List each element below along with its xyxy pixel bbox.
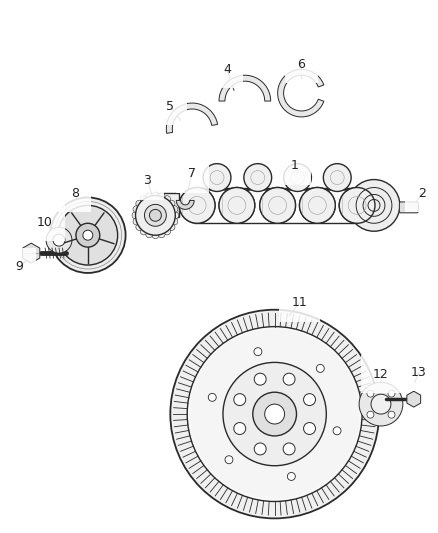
Circle shape (388, 411, 395, 418)
Circle shape (304, 394, 315, 406)
Circle shape (371, 394, 391, 414)
Circle shape (172, 212, 179, 219)
Circle shape (168, 200, 175, 207)
Circle shape (170, 310, 379, 519)
Circle shape (283, 164, 311, 191)
Polygon shape (23, 243, 40, 263)
Text: 8: 8 (71, 187, 79, 200)
Circle shape (287, 472, 295, 480)
Circle shape (260, 188, 296, 223)
Circle shape (53, 234, 65, 246)
Text: 13: 13 (411, 366, 427, 379)
Circle shape (234, 423, 246, 434)
Circle shape (135, 196, 175, 235)
Circle shape (304, 423, 315, 434)
Circle shape (260, 188, 296, 223)
Circle shape (203, 164, 231, 191)
Circle shape (140, 228, 147, 235)
Circle shape (158, 231, 165, 238)
Text: 3: 3 (144, 174, 152, 187)
Circle shape (254, 443, 266, 455)
Circle shape (225, 456, 233, 464)
Text: 11: 11 (292, 296, 307, 309)
Circle shape (234, 394, 246, 406)
Circle shape (50, 197, 126, 273)
Circle shape (76, 223, 100, 247)
Polygon shape (278, 69, 324, 117)
Text: 9: 9 (15, 261, 23, 273)
Circle shape (132, 212, 139, 219)
Circle shape (283, 443, 295, 455)
Circle shape (333, 427, 341, 435)
Circle shape (146, 193, 153, 200)
Circle shape (254, 348, 262, 356)
Circle shape (179, 188, 215, 223)
Circle shape (348, 180, 400, 231)
Circle shape (359, 382, 403, 426)
Text: 5: 5 (166, 100, 174, 112)
Text: 6: 6 (297, 58, 305, 71)
Circle shape (244, 164, 272, 191)
Circle shape (339, 188, 375, 223)
Polygon shape (407, 391, 420, 407)
Circle shape (323, 164, 351, 191)
Circle shape (187, 327, 362, 502)
Circle shape (46, 227, 72, 253)
Text: 12: 12 (373, 368, 389, 381)
Circle shape (208, 393, 216, 401)
Text: 4: 4 (223, 63, 231, 76)
Circle shape (158, 193, 165, 200)
Circle shape (190, 329, 359, 498)
Circle shape (171, 218, 178, 225)
Circle shape (133, 206, 140, 213)
Polygon shape (166, 103, 218, 133)
Circle shape (254, 373, 266, 385)
Circle shape (316, 365, 324, 373)
Circle shape (136, 223, 143, 230)
Circle shape (133, 218, 140, 225)
FancyBboxPatch shape (399, 202, 418, 213)
Text: 2: 2 (418, 187, 426, 200)
Circle shape (219, 188, 255, 223)
FancyBboxPatch shape (155, 193, 179, 217)
Circle shape (223, 362, 326, 466)
Circle shape (283, 373, 295, 385)
Polygon shape (219, 75, 271, 101)
Circle shape (152, 232, 159, 239)
Circle shape (83, 230, 93, 240)
Circle shape (164, 196, 170, 203)
Text: 1: 1 (290, 159, 298, 172)
Circle shape (164, 228, 170, 235)
Circle shape (149, 209, 161, 221)
Circle shape (219, 188, 255, 223)
Circle shape (152, 192, 159, 199)
Circle shape (300, 188, 335, 223)
Text: 7: 7 (188, 167, 196, 180)
Circle shape (168, 223, 175, 230)
Circle shape (253, 392, 297, 436)
Circle shape (146, 231, 153, 238)
Polygon shape (176, 200, 194, 209)
Circle shape (145, 204, 166, 226)
Circle shape (136, 200, 143, 207)
Circle shape (179, 188, 215, 223)
Circle shape (388, 390, 395, 397)
Circle shape (367, 411, 374, 418)
Circle shape (171, 206, 178, 213)
Circle shape (58, 205, 118, 265)
Text: 10: 10 (36, 216, 52, 229)
Circle shape (367, 390, 374, 397)
Circle shape (140, 196, 147, 203)
Circle shape (265, 404, 285, 424)
Circle shape (300, 188, 335, 223)
Circle shape (339, 188, 375, 223)
